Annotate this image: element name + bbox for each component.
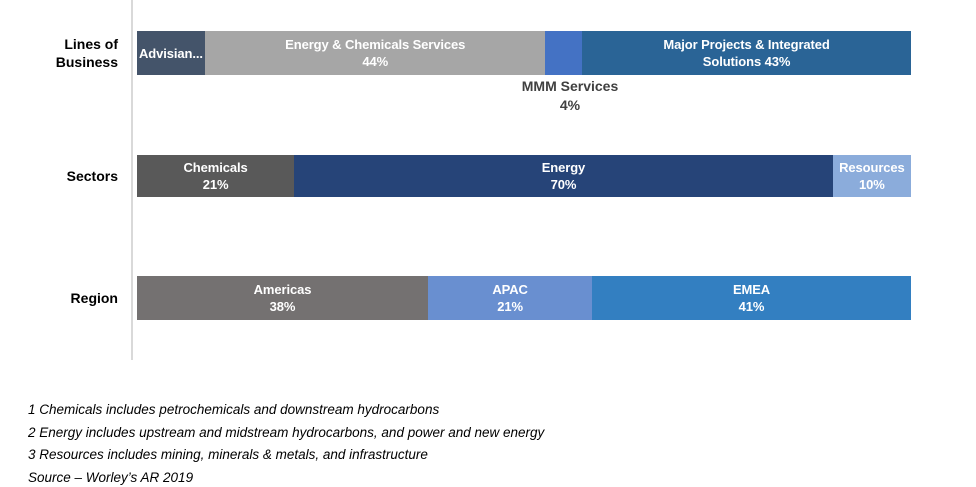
segment-energy: Energy 70% — [294, 155, 833, 197]
segment-major-projects-integrated-solutions: Major Projects & Integrated Solutions 43… — [582, 31, 911, 75]
footnotes: 1 Chemicals includes petrochemicals and … — [28, 399, 668, 487]
mmm-services-outside-label: MMM Services 4% — [521, 78, 619, 113]
footnote-2: 2 Energy includes upstream and midstream… — [28, 424, 545, 440]
segment-apac: APAC 21% — [428, 276, 593, 320]
segment-chemicals: Chemicals 21% — [137, 155, 295, 197]
row-label-lines-of-business: Lines of Business — [55, 36, 118, 70]
segment-americas: Americas 38% — [137, 276, 429, 320]
bar-row-sectors: Chemicals 21% Energy 70% Resources 10% — [137, 155, 911, 197]
bar-row-lines-of-business: Advisian... Energy & Chemicals Services 4… — [137, 31, 911, 75]
row-label-sectors: Sectors — [66, 168, 118, 184]
bar-row-region: Americas 38% APAC 21% EMEA 41% — [137, 276, 911, 320]
row-label-region: Region — [70, 290, 118, 306]
footnote-3: 3 Resources includes mining, minerals & … — [28, 447, 428, 462]
segment-emea: EMEA 41% — [592, 276, 911, 320]
source-line: Source – Worley’s AR 2019 — [28, 469, 194, 485]
segment-energy-chemicals-services: Energy & Chemicals Services 44% — [205, 31, 546, 75]
segment-resources: Resources 10% — [832, 155, 911, 197]
category-axis-line — [131, 0, 133, 360]
footnote-1: 1 Chemicals includes petrochemicals and … — [28, 402, 440, 417]
segment-advisian: Advisian... — [137, 31, 206, 75]
segment-mmm-services — [545, 31, 583, 75]
